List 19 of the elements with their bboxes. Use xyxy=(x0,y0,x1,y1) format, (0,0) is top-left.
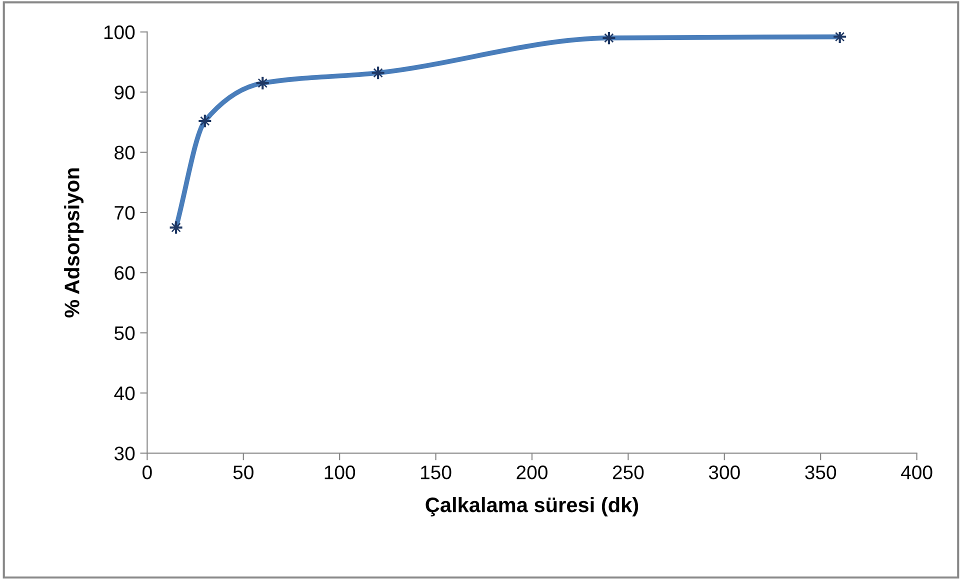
y-tick-label: 60 xyxy=(114,266,135,280)
x-tick-label: 150 xyxy=(421,466,452,480)
x-tick-label: 0 xyxy=(142,466,152,480)
x-tick-label: 400 xyxy=(901,466,932,480)
x-tick-label: 250 xyxy=(612,466,644,480)
x-tick-label: 100 xyxy=(324,466,356,480)
y-tick-label: 40 xyxy=(114,386,135,400)
y-axis-title: % Adsorpsiyon xyxy=(64,168,84,318)
x-tick-label: 350 xyxy=(805,466,836,480)
x-tick-label: 300 xyxy=(708,466,740,480)
y-tick-label: 70 xyxy=(114,206,135,220)
y-tick-label: 80 xyxy=(114,146,135,160)
y-tick-label: 50 xyxy=(114,326,135,340)
x-tick-label: 50 xyxy=(233,466,254,480)
x-axis-title: Çalkalama süresi (dk) xyxy=(426,497,638,516)
y-tick-label: 90 xyxy=(114,86,135,100)
y-tick-label: 30 xyxy=(114,446,135,460)
x-tick-label: 200 xyxy=(516,466,548,480)
y-tick-label: 100 xyxy=(104,25,135,40)
